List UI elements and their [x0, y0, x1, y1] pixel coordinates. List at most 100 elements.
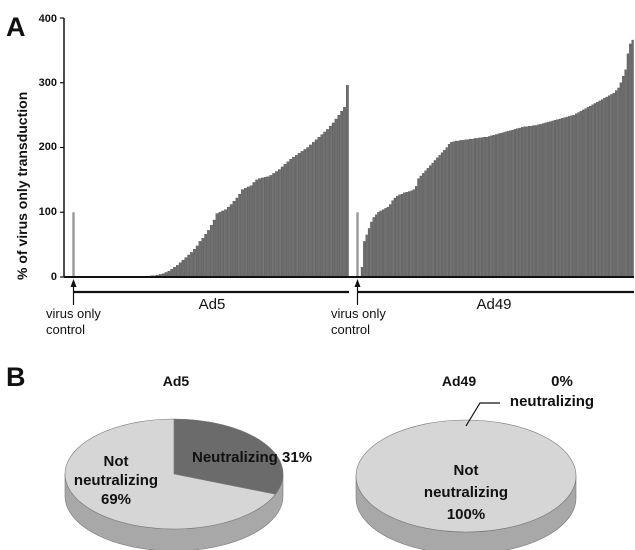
bar-ad49: [485, 136, 488, 278]
bar-ad49: [429, 165, 432, 278]
bar-ad5: [283, 164, 287, 278]
group-ad5: Ad5 virus only control: [46, 296, 225, 337]
bar-ad49: [589, 105, 592, 278]
bar-ad5: [340, 111, 344, 278]
bar-ad49: [457, 140, 460, 278]
y-tick-label: 100: [39, 206, 57, 218]
control-label-line-2: control: [46, 322, 85, 337]
bar-ad5: [309, 144, 312, 278]
bar-ad49: [502, 132, 505, 278]
bar-ad49: [438, 155, 441, 278]
bar-ad49: [433, 160, 437, 278]
bar-ad49: [454, 140, 458, 278]
bar-ad5: [232, 201, 236, 278]
bar-ad49: [372, 217, 375, 278]
bar-ad5: [255, 179, 259, 278]
bar-ad49: [615, 90, 618, 278]
bar-ad49: [471, 138, 474, 278]
bar-ad49: [410, 190, 413, 278]
bar-ad49: [560, 118, 564, 278]
bar-ad5: [187, 254, 191, 278]
bar-ad5: [269, 175, 273, 278]
bar-ad5: [227, 206, 230, 278]
bar-ad5: [278, 169, 281, 278]
bar-ad49: [443, 149, 446, 278]
bar-ad49: [452, 141, 455, 278]
bar-ad49: [450, 142, 453, 278]
y-tick-label: 200: [39, 141, 57, 153]
bar-ad5: [246, 186, 250, 278]
bar-ad49: [494, 134, 498, 278]
panel-a-letter: A: [6, 12, 26, 42]
bar-ad49: [426, 168, 429, 278]
bar-ad49: [593, 103, 597, 278]
bar-ad49: [513, 129, 517, 278]
bar-ad49: [412, 189, 415, 278]
bar-ad5: [289, 159, 293, 278]
bar-ad49: [389, 204, 392, 278]
bar-ad5: [170, 269, 174, 278]
bar-ad49: [516, 128, 519, 278]
bar-ad5: [181, 260, 185, 278]
bar-ad5: [266, 176, 270, 278]
bar-ad5: [261, 177, 264, 278]
control-bar-ad49: [356, 212, 359, 277]
bar-ad5: [317, 136, 321, 278]
pie-slice-label-line: 69%: [101, 491, 131, 508]
pie-ad5-slices: [64, 418, 284, 550]
bar-ad49: [612, 92, 615, 278]
bar-ad49: [549, 121, 552, 278]
control-label-line-1: virus only: [46, 306, 101, 321]
pie-slice-neutralizing: [173, 418, 284, 495]
bar-ad49: [527, 125, 531, 278]
bar-ad5: [320, 134, 324, 278]
bar-ad49: [537, 124, 540, 278]
bar-ad5: [306, 147, 310, 278]
bar-ad49: [407, 191, 411, 278]
bar-ad49: [542, 123, 545, 278]
bar-ad5: [292, 157, 295, 278]
bar-ad5: [297, 153, 301, 278]
bar-ad49: [487, 136, 491, 278]
bar-ad49: [363, 241, 366, 278]
pie-slice-label-line: Not: [104, 453, 129, 470]
bar-ad5: [295, 155, 298, 278]
bar-ad49: [546, 122, 549, 278]
bar-ad5: [235, 197, 239, 278]
panel-a: A % of virus only transduction 400 300 2…: [6, 12, 634, 337]
bar-ad5: [207, 230, 210, 278]
bar-ad5: [221, 210, 225, 278]
bar-ad5: [173, 267, 176, 278]
bar-ad49: [459, 140, 462, 278]
bar-ad49: [466, 139, 469, 278]
bar-ad5: [198, 241, 202, 278]
bar-ad5: [252, 182, 256, 278]
bar-ad49: [617, 87, 620, 278]
control-label-line-1: virus only: [331, 306, 386, 321]
bar-ad49: [473, 138, 477, 278]
bar-ad49: [504, 131, 507, 278]
pie-slice-label-line: neutralizing: [74, 472, 158, 489]
bar-ad49: [490, 135, 493, 278]
bar-ad5: [300, 151, 304, 278]
pie-slice-label-line: neutralizing: [424, 484, 508, 501]
bar-ad5: [331, 122, 335, 278]
bar-ad5: [218, 212, 222, 278]
bar-ad49: [575, 113, 578, 278]
bar-ad49: [610, 94, 613, 278]
bar-ad5: [346, 85, 349, 278]
bar-ad49: [393, 197, 397, 278]
pie-slice-label-neutralizing: Neutralizing 31%: [192, 449, 312, 466]
bar-ad49: [607, 95, 611, 278]
bar-ad5: [280, 166, 284, 278]
y-axis-label: % of virus only transduction: [14, 92, 30, 280]
pie-slice-label-line: Not: [454, 462, 479, 479]
bar-ad49: [403, 192, 406, 278]
bar-ad49: [478, 137, 481, 278]
bar-ad49: [431, 162, 434, 278]
y-tick-label: 400: [39, 13, 57, 25]
bar-ad49: [391, 200, 394, 278]
bar-ad49: [400, 193, 404, 278]
bar-ad49: [518, 127, 521, 278]
bar-ad49: [464, 139, 467, 278]
